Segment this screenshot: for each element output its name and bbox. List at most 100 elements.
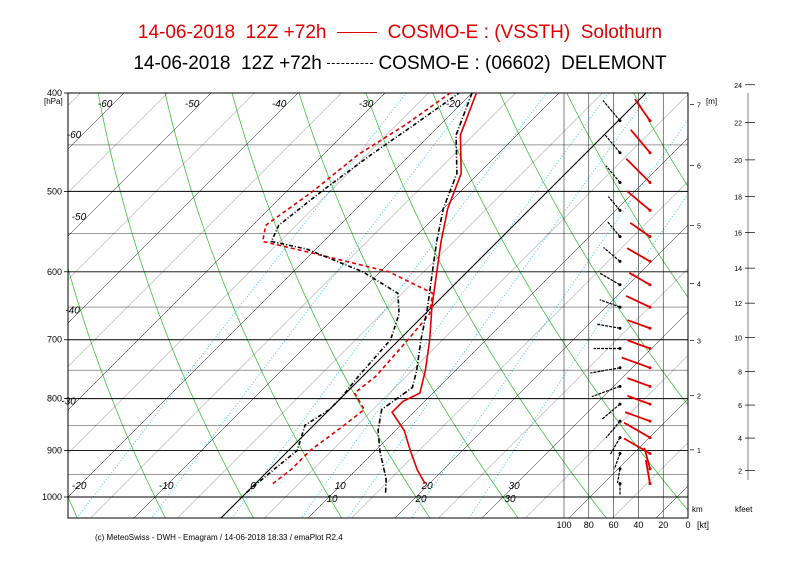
isotherm-line [220,93,647,518]
solothurn-wind-arrow [644,459,651,484]
title-solothurn: 14-06-2018 12Z +72h COSMO-E : (VSSTH) So… [0,22,800,44]
solothurn-wind-arrow [627,319,651,330]
dry-adiabat-line [68,495,78,518]
delemont-wind-arrow-head [618,467,622,471]
isotherm-line [525,355,688,518]
isotherm-line [0,34,52,523]
kfeet-tick-label: 2 [738,469,742,476]
solothurn-wind-arrow-head [648,384,652,388]
title1-date: 14-06-2018 12Z +72h [137,22,327,43]
isotherm-line [568,398,688,518]
dry-adiabat-line [432,93,688,511]
delemont-wind-arrow [601,403,621,420]
mixing-ratio-line [151,93,475,518]
delemont-wind-arrow [603,247,621,262]
solothurn-temperature-line [391,93,478,484]
title2-station: COSMO-E : (06602) DELEMONT [378,53,667,74]
delemont-wind-arrow-head [618,119,622,123]
mixing-ratio-line [76,93,407,518]
wind-unit-label: [kt] [697,520,709,530]
solothurn-wind-arrow [621,356,651,369]
km-tick-label: 1 [697,448,701,455]
mixing-ratio-line [411,119,688,518]
delemont-wind-arrow [613,453,621,470]
delemont-wind-arrow [598,272,621,286]
solothurn-wind-arrow-head [648,180,652,184]
temperature-label: 10 [335,481,347,492]
plot-frame [67,92,689,519]
solothurn-wind-arrow-head [648,482,652,486]
isotherm-line [68,93,386,411]
wind-speed-tick-label: 40 [633,520,643,530]
km-tick-label: 2 [697,394,701,401]
delemont-wind-arrow-head [618,451,622,455]
kfeet-tick-label: 20 [734,158,742,165]
temperature-label: -10 [159,481,174,492]
mixing-ratio-line [468,193,688,518]
solothurn-wind-arrow-head [648,451,652,455]
delemont-wind-arrow [609,437,621,455]
kfeet-tick-label: 16 [734,231,742,238]
delemont-wind-arrow-head [618,402,622,406]
solothurn-wind-arrow [626,247,651,263]
solothurn-wind-arrow [629,222,651,238]
solothurn-wind-arrow [627,395,651,405]
solothurn-wind-arrow-head [648,208,652,212]
delemont-wind-arrow [605,165,621,183]
kfeet-tick-label: 10 [734,336,742,343]
isotherm-line [68,93,429,454]
delemont-wind-arrow-head [618,305,622,309]
isotherm-line [481,311,688,518]
isotherm-line [177,93,603,518]
isotherm-line [68,93,299,324]
pressure-unit-label: [hPa] [44,97,63,106]
kfeet-tick-label: 14 [734,266,742,273]
height-unit-label: [m] [706,97,717,106]
pressure-tick-label: 600 [47,267,62,277]
isotherm-line [655,485,688,518]
kfeet-tick-label: 22 [734,121,742,128]
dry-adiabat-line [97,93,255,518]
delemont-wind-arrow-head [618,346,622,350]
dry-adiabat-line [566,93,688,299]
kfeet-tick-label: 6 [738,403,742,410]
km-tick-label: 4 [697,282,701,289]
delemont-wind-arrow-head [618,180,622,184]
pressure-tick-label: 700 [47,335,62,345]
solothurn-wind-arrow [626,190,651,212]
km-axis-label: km [692,505,703,514]
km-tick-label: 7 [697,102,701,109]
pressure-tick-label: 400 [47,88,62,98]
delemont-wind-arrow-head [618,482,622,486]
delemont-wind-arrow [599,299,621,308]
mixing-ratio-label: 20 [414,494,427,505]
mixing-ratio-line [300,93,610,518]
title1-station: COSMO-E : (VSSTH) Solothurn [387,22,663,43]
pressure-tick-label: 800 [47,394,62,404]
solothurn-wind-arrow-head [648,436,652,440]
dry-adiabat-line [633,93,688,188]
delemont-temperature-line [377,93,473,493]
delemont-wind-arrow-head [618,436,622,440]
solothurn-wind-arrow-head [648,402,652,406]
delemont-wind-arrow-head [618,151,622,155]
km-tick-label: 3 [697,338,701,345]
isotherm-line [68,93,125,150]
profiles [245,93,478,494]
temperature-label: -20 [72,481,87,492]
solothurn-wind-arrow-head [648,366,652,370]
wind-speed-tick-label: 100 [556,520,571,530]
solothurn-wind-arrow [623,421,651,439]
solothurn-wind-arrow [634,98,651,122]
delemont-wind-arrow [596,323,621,329]
isotherm-line [68,93,255,280]
solothurn-wind-arrow [627,377,651,388]
temperature-label: -30 [359,99,374,110]
solothurn-wind-arrow [623,437,651,455]
temperature-label: -60 [98,99,113,110]
delemont-dewpoint-line [245,93,460,494]
wind-speed-tick-label: 80 [584,520,594,530]
solothurn-wind-arrow-head [648,326,652,330]
